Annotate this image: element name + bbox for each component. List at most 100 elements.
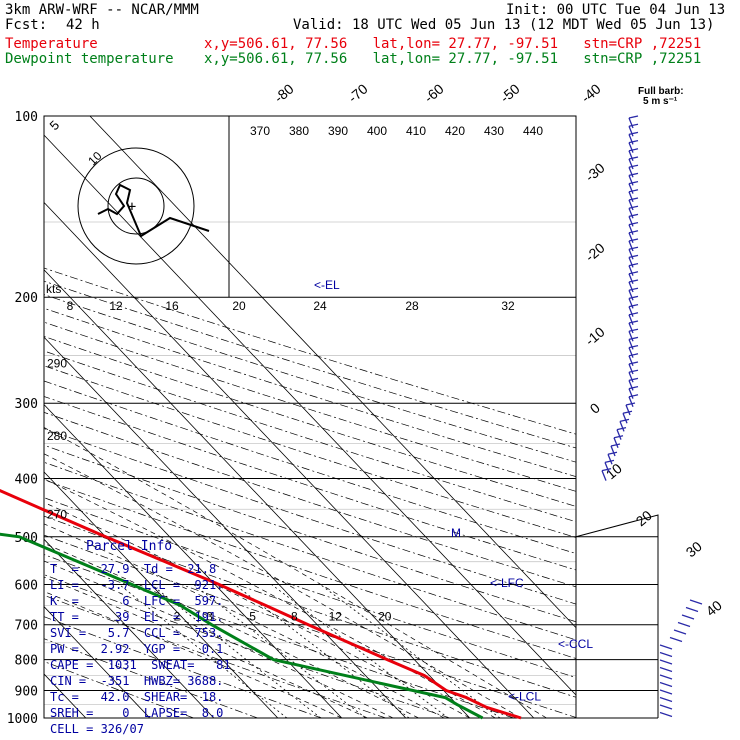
wind-barb-shaft [601, 470, 607, 481]
parcel-row: SVI = 5.7 CCL = 753. [50, 626, 224, 640]
wind-barb-low [669, 636, 683, 643]
wind-barb-low [659, 681, 673, 688]
pressure-tick-label: 400 [15, 472, 38, 487]
wind-barb-shaft [628, 207, 634, 219]
mixing-ratio-label: 5 [249, 610, 256, 624]
pressure-tick-label: 100 [15, 110, 38, 125]
wind-barb-flag [604, 459, 615, 464]
wind-barb-low [659, 659, 673, 665]
wind-barb-flag [628, 164, 639, 168]
theta-label: 420 [445, 124, 465, 138]
wind-barb-low [677, 621, 691, 628]
wind-barb-shaft [628, 339, 634, 350]
wind-barb-shaft [607, 453, 613, 465]
level-label: <-LCL [508, 689, 541, 703]
isotherm [44, 269, 471, 718]
theta-label: 410 [406, 124, 426, 138]
dry-adiabat-label: 290 [47, 357, 67, 371]
wind-barb-shaft [613, 437, 619, 449]
wind-barb-flag [628, 271, 639, 275]
isotherm-label: -60 [421, 80, 447, 105]
wind-barb-shaft [628, 347, 634, 358]
dry-adiabat [44, 574, 450, 718]
parcel-row: SREH = 0 LAPSE= 8.0 [50, 706, 224, 720]
hodograph: + [77, 147, 210, 265]
hodograph-trace [97, 183, 210, 238]
dry-adiabat [44, 336, 576, 507]
wind-barb-shaft [619, 421, 625, 432]
mixing-ratio-label: 3 [206, 610, 213, 624]
pressure-tick-label: 200 [15, 291, 38, 306]
wind-barb-flag [628, 287, 639, 291]
wind-barb-flag [628, 254, 639, 259]
isotherm-label: 30 [683, 538, 705, 560]
valid-time: Valid: 18 UTC Wed 05 Jun 13 (12 MDT Wed … [293, 17, 715, 33]
temperature-legend: Temperature [5, 36, 98, 52]
wind-barb-shaft [625, 404, 631, 416]
dry-adiabat [44, 321, 576, 492]
wind-barb-flag [628, 213, 639, 218]
wind-barb-low [681, 614, 695, 620]
isotherm-label: -80 [271, 80, 297, 105]
wind-barb-flag [628, 344, 639, 349]
temperature-line [0, 488, 522, 720]
wind-barb-flag [628, 303, 639, 308]
dry-adiabat [44, 638, 258, 718]
wind-barb-shaft [628, 380, 634, 391]
wind-barb-shaft [628, 330, 634, 342]
wind-barb-flag [628, 295, 639, 300]
wind-barb-shaft [628, 142, 634, 153]
dry-adiabat [44, 396, 576, 571]
level-label: <-LFC [490, 576, 524, 590]
parcel-row: TT = 39 EL = 191. [50, 610, 224, 624]
init-time: Init: 00 UTC Tue 04 Jun 13 [506, 2, 726, 18]
parcel-row: T = 27.9 Td = 21.8 [50, 562, 217, 576]
wind-barb-shaft [628, 388, 634, 399]
wind-barb-low [659, 704, 673, 710]
parcel-row: LI = -3.7 LCL = 921. [50, 578, 224, 592]
wind-barb-flag [628, 156, 639, 160]
wind-barb-shaft [628, 248, 634, 260]
dry-adiabat [44, 444, 576, 623]
isotherm [44, 336, 407, 718]
wind-barb-flag [616, 426, 627, 431]
wind-barb-shaft [628, 396, 634, 408]
wind-barb-flag [613, 435, 624, 439]
isotherm [44, 201, 535, 718]
dry-adiabat [44, 350, 576, 523]
parcel-row: K = 6 LFC = 597. [50, 594, 224, 608]
wind-barb-shaft [628, 322, 634, 334]
wind-barb-flag [628, 139, 639, 144]
mixing-ratio-line [271, 584, 449, 718]
wind-barb-flag [628, 394, 639, 398]
wind-barb-flag [628, 361, 639, 365]
barb-legend-unit: 5 m s⁻¹ [643, 96, 678, 107]
wind-barb-shaft [628, 281, 634, 293]
wind-barb-shaft [604, 462, 610, 473]
wind-barb-shaft [628, 224, 634, 235]
wind-barb-flag [628, 353, 639, 357]
isotherm-label: -70 [345, 80, 371, 105]
wind-barb-flag [607, 451, 618, 455]
dry-adiabat [44, 594, 386, 718]
mixing-ratio-label: 20 [378, 610, 392, 624]
wind-barb-flag [628, 197, 639, 201]
wind-barb-shaft [628, 125, 634, 137]
wind-barb-shaft [628, 240, 634, 252]
wind-barb-flag [628, 320, 639, 324]
theta-label: 370 [250, 124, 270, 138]
barb-panel-edge [575, 514, 659, 718]
parcel-row: PW = 2.92 YGP = 0.1 [50, 642, 224, 656]
wind-barb-shaft [628, 265, 634, 276]
wind-barb-flag [628, 246, 639, 250]
dry-adiabat [44, 461, 576, 641]
wind-barb-shaft [628, 355, 634, 367]
dewpoint-station-info: x,y=506.61, 77.56 lat,lon= 27.77, -97.51… [204, 51, 702, 67]
wind-barb-shaft [628, 257, 634, 268]
wind-barb-low [659, 689, 673, 695]
wind-barb-flag [628, 262, 639, 267]
wind-barb-low [673, 629, 687, 635]
dewpoint-line [0, 532, 484, 720]
upper-scale-label: 28 [405, 299, 419, 313]
hodograph-ring [107, 177, 165, 235]
